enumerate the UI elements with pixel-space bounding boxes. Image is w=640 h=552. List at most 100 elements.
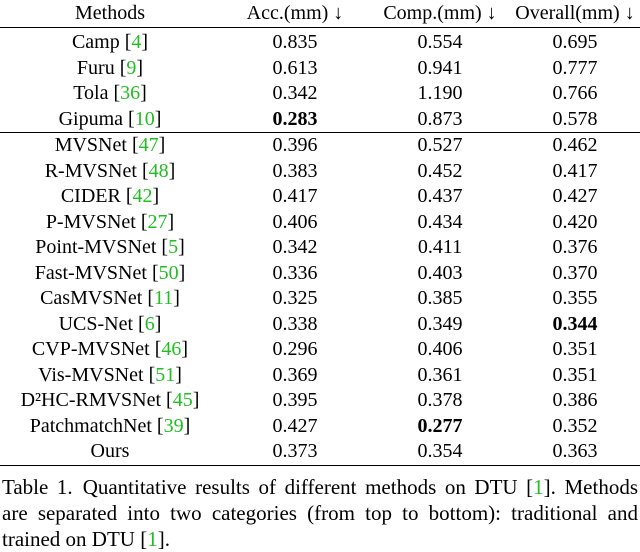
table-row: MVSNet 47 0.396 0.527 0.462 bbox=[0, 133, 640, 159]
column-header: Comp.(mm) ↓ bbox=[383, 1, 497, 24]
table-row: D²HC-RMVSNet 45 0.395 0.378 0.386 bbox=[0, 388, 640, 414]
acc-cell: 0.342 bbox=[220, 235, 370, 261]
acc-cell: 0.395 bbox=[220, 388, 370, 414]
results-table: Methods Acc.(mm) ↓ Comp.(mm) ↓ Overall(mm) … bbox=[0, 0, 640, 466]
method-cell: UCS-Net 6 bbox=[0, 312, 220, 338]
overall-cell: 0.370 bbox=[510, 261, 640, 287]
citation: 11 bbox=[147, 287, 180, 309]
acc-cell: 0.406 bbox=[220, 210, 370, 236]
method-name: CIDER bbox=[60, 185, 121, 207]
table-row: UCS-Net 6 0.338 0.349 0.344 bbox=[0, 312, 640, 338]
method-name: R-MVSNet bbox=[44, 159, 137, 182]
acc-cell: 0.835 bbox=[220, 28, 370, 56]
metric-value: 0.349 bbox=[417, 312, 463, 335]
table-row: CasMVSNet 11 0.325 0.385 0.355 bbox=[0, 286, 640, 312]
metric-value: 0.370 bbox=[552, 261, 598, 284]
metric-value: 0.376 bbox=[552, 236, 598, 258]
method-name: Point-MVSNet bbox=[35, 236, 157, 258]
comp-cell: 0.406 bbox=[370, 337, 510, 363]
acc-cell: 0.417 bbox=[220, 184, 370, 210]
metric-value: 0.427 bbox=[272, 414, 318, 437]
metric-value: 0.395 bbox=[272, 389, 318, 411]
overall-cell: 0.352 bbox=[510, 414, 640, 440]
method-cell: Vis-MVSNet 51 bbox=[0, 363, 220, 389]
method-cell: PatchmatchNet 39 bbox=[0, 414, 220, 440]
table-row: Furu 9 0.613 0.941 0.777 bbox=[0, 56, 640, 82]
metric-value: 0.378 bbox=[417, 389, 463, 411]
method-cell: CVP-MVSNet 46 bbox=[0, 337, 220, 363]
table-row: P-MVSNet 27 0.406 0.434 0.420 bbox=[0, 210, 640, 236]
method-name: Furu bbox=[76, 56, 115, 79]
method-name: UCS-Net bbox=[58, 312, 134, 335]
metric-value: 0.873 bbox=[417, 107, 463, 130]
citation: 42 bbox=[126, 185, 159, 207]
metric-value: 0.342 bbox=[272, 82, 318, 104]
table-row: CIDER 42 0.417 0.437 0.427 bbox=[0, 184, 640, 210]
overall-cell: 0.344 bbox=[510, 312, 640, 338]
overall-cell: 0.695 bbox=[510, 28, 640, 56]
citation: 1 bbox=[526, 475, 551, 499]
table-row: Tola 36 0.342 1.190 0.766 bbox=[0, 81, 640, 107]
table-header: Methods Acc.(mm) ↓ Comp.(mm) ↓ Overall(mm) … bbox=[0, 0, 640, 28]
metric-value: 0.835 bbox=[272, 31, 318, 53]
method-cell: Gipuma 10 bbox=[0, 107, 220, 133]
metric-value: 0.437 bbox=[417, 185, 463, 207]
table-row: Ours 0.373 0.354 0.363 bbox=[0, 439, 640, 465]
acc-cell: 0.373 bbox=[220, 439, 370, 465]
metric-value: 0.462 bbox=[552, 134, 598, 156]
caption-label: Table 1. bbox=[2, 474, 73, 499]
metric-value: 0.434 bbox=[417, 210, 463, 233]
metric-value: 0.417 bbox=[272, 185, 318, 207]
metric-value: 0.352 bbox=[552, 414, 598, 437]
metric-value: 0.403 bbox=[417, 261, 463, 284]
method-name: D²HC-RMVSNet bbox=[20, 389, 162, 411]
acc-cell: 0.427 bbox=[220, 414, 370, 440]
column-header: Overall(mm) ↓ bbox=[515, 1, 635, 24]
column-header: Acc.(mm) ↓ bbox=[246, 1, 344, 24]
citation: 36 bbox=[113, 82, 146, 104]
acc-cell: 0.342 bbox=[220, 81, 370, 107]
citation: 50 bbox=[152, 262, 185, 284]
metric-value: 0.373 bbox=[272, 440, 318, 462]
method-cell: Fast-MVSNet 50 bbox=[0, 261, 220, 287]
overall-cell: 0.427 bbox=[510, 184, 640, 210]
metric-value: 0.695 bbox=[552, 31, 598, 53]
comp-cell: 0.527 bbox=[370, 133, 510, 159]
method-cell: R-MVSNet 48 bbox=[0, 159, 220, 185]
citation: 39 bbox=[157, 415, 190, 437]
citation: 51 bbox=[149, 364, 182, 386]
metric-value: 0.383 bbox=[272, 159, 318, 182]
comp-cell: 0.403 bbox=[370, 261, 510, 287]
method-cell: Tola 36 bbox=[0, 81, 220, 107]
method-cell: D²HC-RMVSNet 45 bbox=[0, 388, 220, 414]
method-name: MVSNet bbox=[54, 134, 127, 156]
comp-cell: 0.434 bbox=[370, 210, 510, 236]
metric-value: 0.417 bbox=[552, 159, 598, 182]
metric-value: 0.427 bbox=[552, 185, 598, 207]
row-group: Camp 4 0.835 0.554 0.695 Furu 9 0.613 0.941 0.7… bbox=[0, 28, 640, 133]
metric-value: 0.369 bbox=[272, 363, 318, 386]
overall-cell: 0.376 bbox=[510, 235, 640, 261]
metric-value: 0.777 bbox=[552, 56, 598, 79]
citation: 47 bbox=[132, 134, 165, 156]
method-name: Ours bbox=[90, 440, 130, 462]
method-cell: P-MVSNet 27 bbox=[0, 210, 220, 236]
citation: 5 bbox=[161, 236, 184, 258]
metric-value: 0.336 bbox=[272, 261, 318, 284]
comp-cell: 0.554 bbox=[370, 28, 510, 56]
metric-value: 0.406 bbox=[272, 210, 318, 233]
metric-value: 0.527 bbox=[417, 134, 463, 156]
comp-cell: 0.873 bbox=[370, 107, 510, 133]
metric-value: 0.386 bbox=[552, 389, 598, 411]
metric-value: 0.578 bbox=[552, 107, 598, 130]
method-name: Tola bbox=[73, 82, 109, 104]
method-name: PatchmatchNet bbox=[29, 414, 152, 437]
citation: 6 bbox=[138, 313, 161, 335]
acc-cell: 0.369 bbox=[220, 363, 370, 389]
caption-text: . bbox=[164, 526, 170, 551]
citation: 10 bbox=[128, 108, 161, 130]
metric-value: 0.338 bbox=[272, 312, 318, 335]
metric-value: 0.296 bbox=[272, 338, 318, 360]
caption-text: Quantitative results of different method… bbox=[82, 474, 518, 499]
